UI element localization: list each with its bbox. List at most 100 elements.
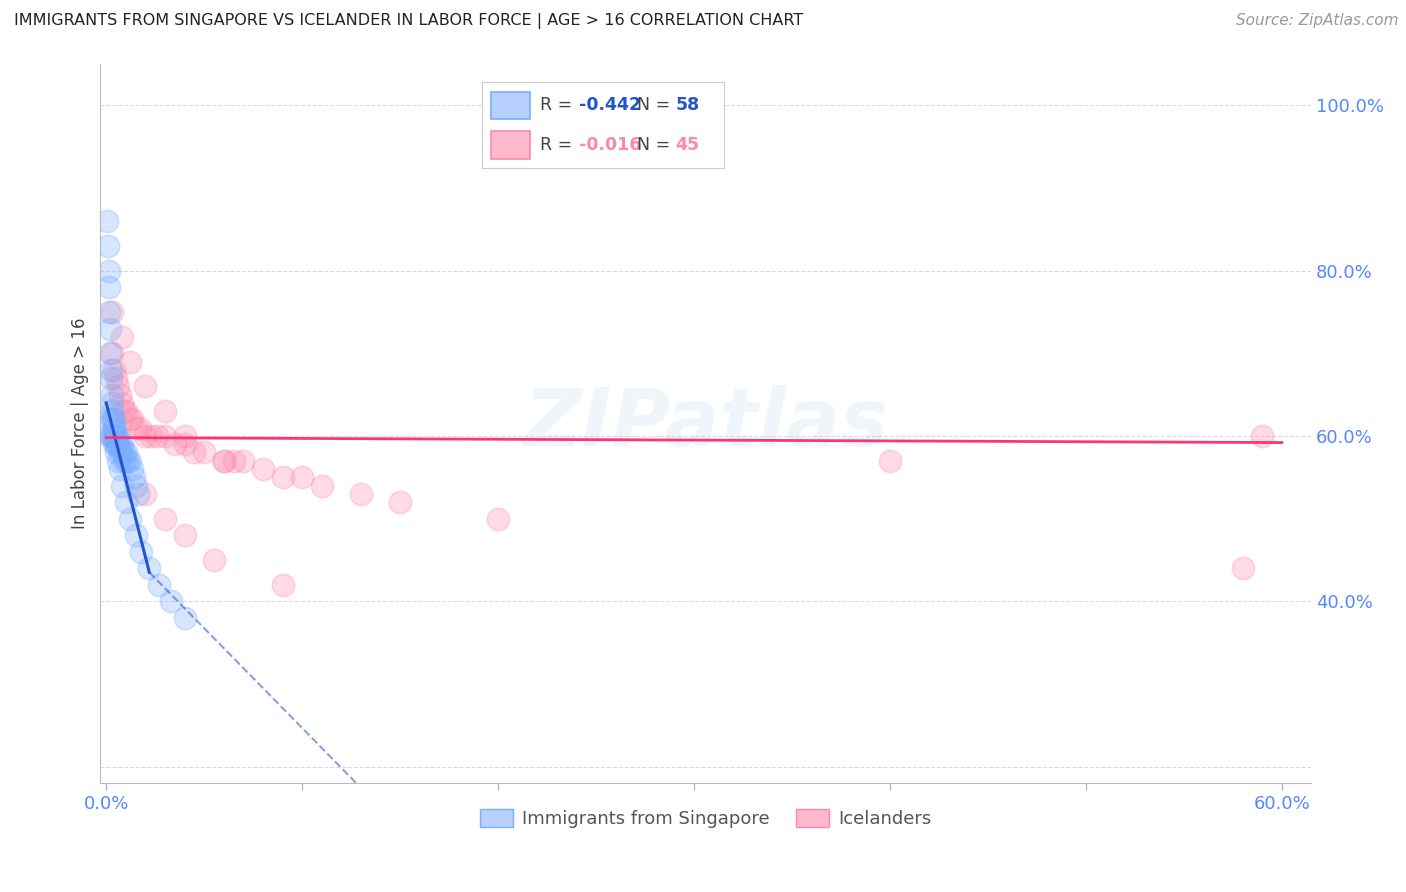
Point xyxy=(101,412,124,426)
Point xyxy=(111,396,134,410)
Point xyxy=(98,346,121,360)
Point xyxy=(97,412,120,426)
Point xyxy=(114,404,136,418)
Point xyxy=(101,404,124,418)
Point xyxy=(111,330,134,344)
Point xyxy=(103,420,125,434)
Point xyxy=(183,445,205,459)
Point xyxy=(97,263,120,277)
Point xyxy=(104,429,127,443)
Point xyxy=(105,437,128,451)
Point xyxy=(124,478,146,492)
Point xyxy=(112,445,135,459)
Point xyxy=(114,454,136,468)
Point xyxy=(98,429,121,443)
Point xyxy=(117,454,139,468)
Y-axis label: In Labor Force | Age > 16: In Labor Force | Age > 16 xyxy=(72,318,89,529)
Point xyxy=(101,346,124,360)
Point xyxy=(1251,429,1274,443)
Point xyxy=(121,462,143,476)
Point xyxy=(100,371,122,385)
Point xyxy=(131,544,153,558)
Point xyxy=(212,454,235,468)
Point xyxy=(193,445,215,459)
Point xyxy=(350,487,373,501)
Point xyxy=(291,470,314,484)
Point xyxy=(96,214,118,228)
Point xyxy=(311,478,333,492)
Point xyxy=(153,429,176,443)
Point xyxy=(100,429,122,443)
Point xyxy=(118,354,141,368)
Point xyxy=(134,487,156,501)
Point xyxy=(98,305,121,319)
Point xyxy=(107,437,129,451)
Point xyxy=(124,420,146,434)
Point xyxy=(134,429,156,443)
Point xyxy=(101,387,124,401)
Point xyxy=(111,437,134,451)
Point xyxy=(222,454,245,468)
Point xyxy=(173,611,195,625)
Point xyxy=(107,379,129,393)
Point xyxy=(101,412,124,426)
Point xyxy=(160,594,183,608)
Point xyxy=(134,379,156,393)
Point xyxy=(108,445,131,459)
Point xyxy=(107,429,129,443)
Point xyxy=(101,429,124,443)
Point xyxy=(148,577,170,591)
Point xyxy=(124,528,146,542)
Point xyxy=(101,396,124,410)
Point xyxy=(112,454,135,468)
Point xyxy=(105,429,128,443)
Point xyxy=(146,429,169,443)
Text: IMMIGRANTS FROM SINGAPORE VS ICELANDER IN LABOR FORCE | AGE > 16 CORRELATION CHA: IMMIGRANTS FROM SINGAPORE VS ICELANDER I… xyxy=(14,13,803,29)
Point xyxy=(486,511,509,525)
Point xyxy=(108,462,131,476)
Point xyxy=(138,561,160,575)
Point xyxy=(107,454,129,468)
Point xyxy=(153,404,176,418)
Point xyxy=(105,429,128,443)
Point xyxy=(232,454,254,468)
Point xyxy=(103,429,125,443)
Point xyxy=(114,495,136,509)
Point xyxy=(122,470,145,484)
Point xyxy=(173,429,195,443)
Point xyxy=(128,420,150,434)
Point xyxy=(103,420,125,434)
Point xyxy=(103,437,125,451)
Point xyxy=(108,437,131,451)
Point xyxy=(173,528,195,542)
Point xyxy=(271,577,294,591)
Point xyxy=(111,478,134,492)
Point xyxy=(127,487,149,501)
Point xyxy=(252,462,274,476)
Point xyxy=(118,412,141,426)
Point xyxy=(101,305,124,319)
Text: ZIPatlas: ZIPatlas xyxy=(523,384,889,463)
Point xyxy=(105,445,128,459)
Point xyxy=(100,363,122,377)
Point xyxy=(105,371,128,385)
Point xyxy=(114,445,136,459)
Point xyxy=(103,363,125,377)
Point xyxy=(107,437,129,451)
Point xyxy=(173,437,195,451)
Point xyxy=(163,437,186,451)
Legend: Immigrants from Singapore, Icelanders: Immigrants from Singapore, Icelanders xyxy=(472,801,938,835)
Point xyxy=(153,511,176,525)
Point xyxy=(118,454,141,468)
Point xyxy=(103,412,125,426)
Point xyxy=(112,404,135,418)
Point xyxy=(121,412,143,426)
Point xyxy=(271,470,294,484)
Point xyxy=(97,239,120,253)
Point xyxy=(389,495,412,509)
Point xyxy=(105,437,128,451)
Point xyxy=(202,553,225,567)
Point xyxy=(103,429,125,443)
Point xyxy=(111,445,134,459)
Point xyxy=(141,429,163,443)
